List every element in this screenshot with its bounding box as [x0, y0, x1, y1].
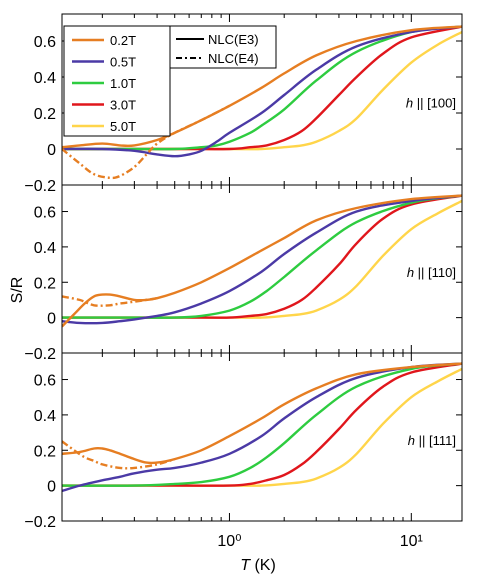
- panel-frame: [61, 184, 463, 354]
- annotation-text: || [100]: [413, 96, 456, 111]
- panel-2: −0.2 0 0.2 0.4 0.6 h || [110]: [24, 184, 463, 363]
- y-tick-label: 0: [47, 142, 56, 159]
- legend-label-1.0T: 1.0T: [110, 76, 136, 91]
- series-3.0T-E3: [62, 194, 462, 319]
- annotation-var: h: [408, 433, 415, 448]
- y-tick-label: 0.4: [34, 408, 56, 425]
- x-tick-labels: 10⁰ 10¹: [217, 533, 423, 550]
- legend-label-0.5T: 0.5T: [110, 55, 136, 70]
- legend-label-0.2T: 0.2T: [110, 33, 136, 48]
- legend-label-5.0T: 5.0T: [110, 119, 136, 134]
- panel-annotation: h || [100]: [406, 96, 456, 111]
- series-0.2T-E4: [62, 440, 176, 470]
- series-group: [62, 25, 462, 180]
- x-tick-label: 10⁰: [217, 533, 241, 550]
- series-0.5T-E3: [62, 362, 462, 493]
- legend: 0.2T 0.5T 1.0T 3.0T 5.0T NLC(E3) NLC(E4): [63, 25, 277, 137]
- series-0.2T-E4: [62, 104, 231, 180]
- series-group: [62, 194, 462, 328]
- series-0.2T-E3: [62, 362, 462, 465]
- annotation-text: || [110]: [414, 265, 456, 280]
- panel-frame: [61, 352, 463, 522]
- panel-1: −0.2 0 0.2 0.4 0.6 h || [100]: [24, 13, 463, 195]
- y-tick-label: 0.4: [34, 70, 56, 87]
- series-3.0T-E3: [62, 362, 462, 487]
- series-3.0T-E3: [62, 25, 462, 151]
- legend-label-NLC(E4): NLC(E4): [208, 51, 259, 66]
- legend-method-box: [169, 25, 277, 69]
- series-0.2T-E3: [62, 194, 462, 328]
- legend-field-box: [63, 25, 171, 137]
- y-tick-label: 0.2: [34, 443, 56, 460]
- panel-annotation: h || [111]: [408, 433, 456, 448]
- y-tick-label: 0.4: [34, 240, 56, 257]
- series-0.5T-E3: [62, 25, 462, 158]
- series-5.0T-E3: [62, 367, 462, 487]
- series-1.0T-E3: [62, 25, 462, 151]
- annotation-text: || [111]: [415, 433, 456, 448]
- series-group: [62, 362, 462, 493]
- series-5.0T-E3: [62, 199, 462, 319]
- legend-label-NLC(E3): NLC(E3): [208, 32, 259, 47]
- y-tick-label: 0.6: [34, 205, 56, 222]
- series-1.0T-E3: [62, 362, 462, 487]
- y-tick-label: 0.2: [34, 275, 56, 292]
- y-tick-label: −0.2: [24, 178, 56, 195]
- y-tick-label: 0.6: [34, 34, 56, 51]
- y-tick-label: 0: [47, 479, 56, 496]
- x-axis-title: T (K): [240, 557, 276, 574]
- annotation-var: h: [407, 265, 414, 280]
- series-1.0T-E3: [62, 194, 462, 319]
- y-tick-label: 0.2: [34, 106, 56, 123]
- y-axis-title: S/R: [9, 277, 26, 304]
- x-tick-label: 10¹: [400, 533, 423, 550]
- x-axis-title-var: T: [240, 557, 251, 574]
- series-5.0T-E3: [62, 30, 462, 151]
- series-0.2T-E4: [62, 295, 158, 307]
- x-axis-title-unit: (K): [250, 557, 276, 574]
- y-tick-label: −0.2: [24, 346, 56, 363]
- annotation-var: h: [406, 96, 413, 111]
- y-tick-label: 0.6: [34, 373, 56, 390]
- panel-3: −0.2 0 0.2 0.4 0.6 h || [111]: [24, 352, 463, 531]
- legend-label-3.0T: 3.0T: [110, 98, 136, 113]
- y-tick-label: −0.2: [24, 514, 56, 531]
- panel-annotation: h || [110]: [407, 265, 456, 280]
- y-tick-label: 0: [47, 311, 56, 328]
- series-0.5T-E3: [62, 194, 462, 325]
- panels: −0.2 0 0.2 0.4 0.6 h || [100] −0.2 0 0.2 0.4 0.6 h …: [24, 13, 463, 531]
